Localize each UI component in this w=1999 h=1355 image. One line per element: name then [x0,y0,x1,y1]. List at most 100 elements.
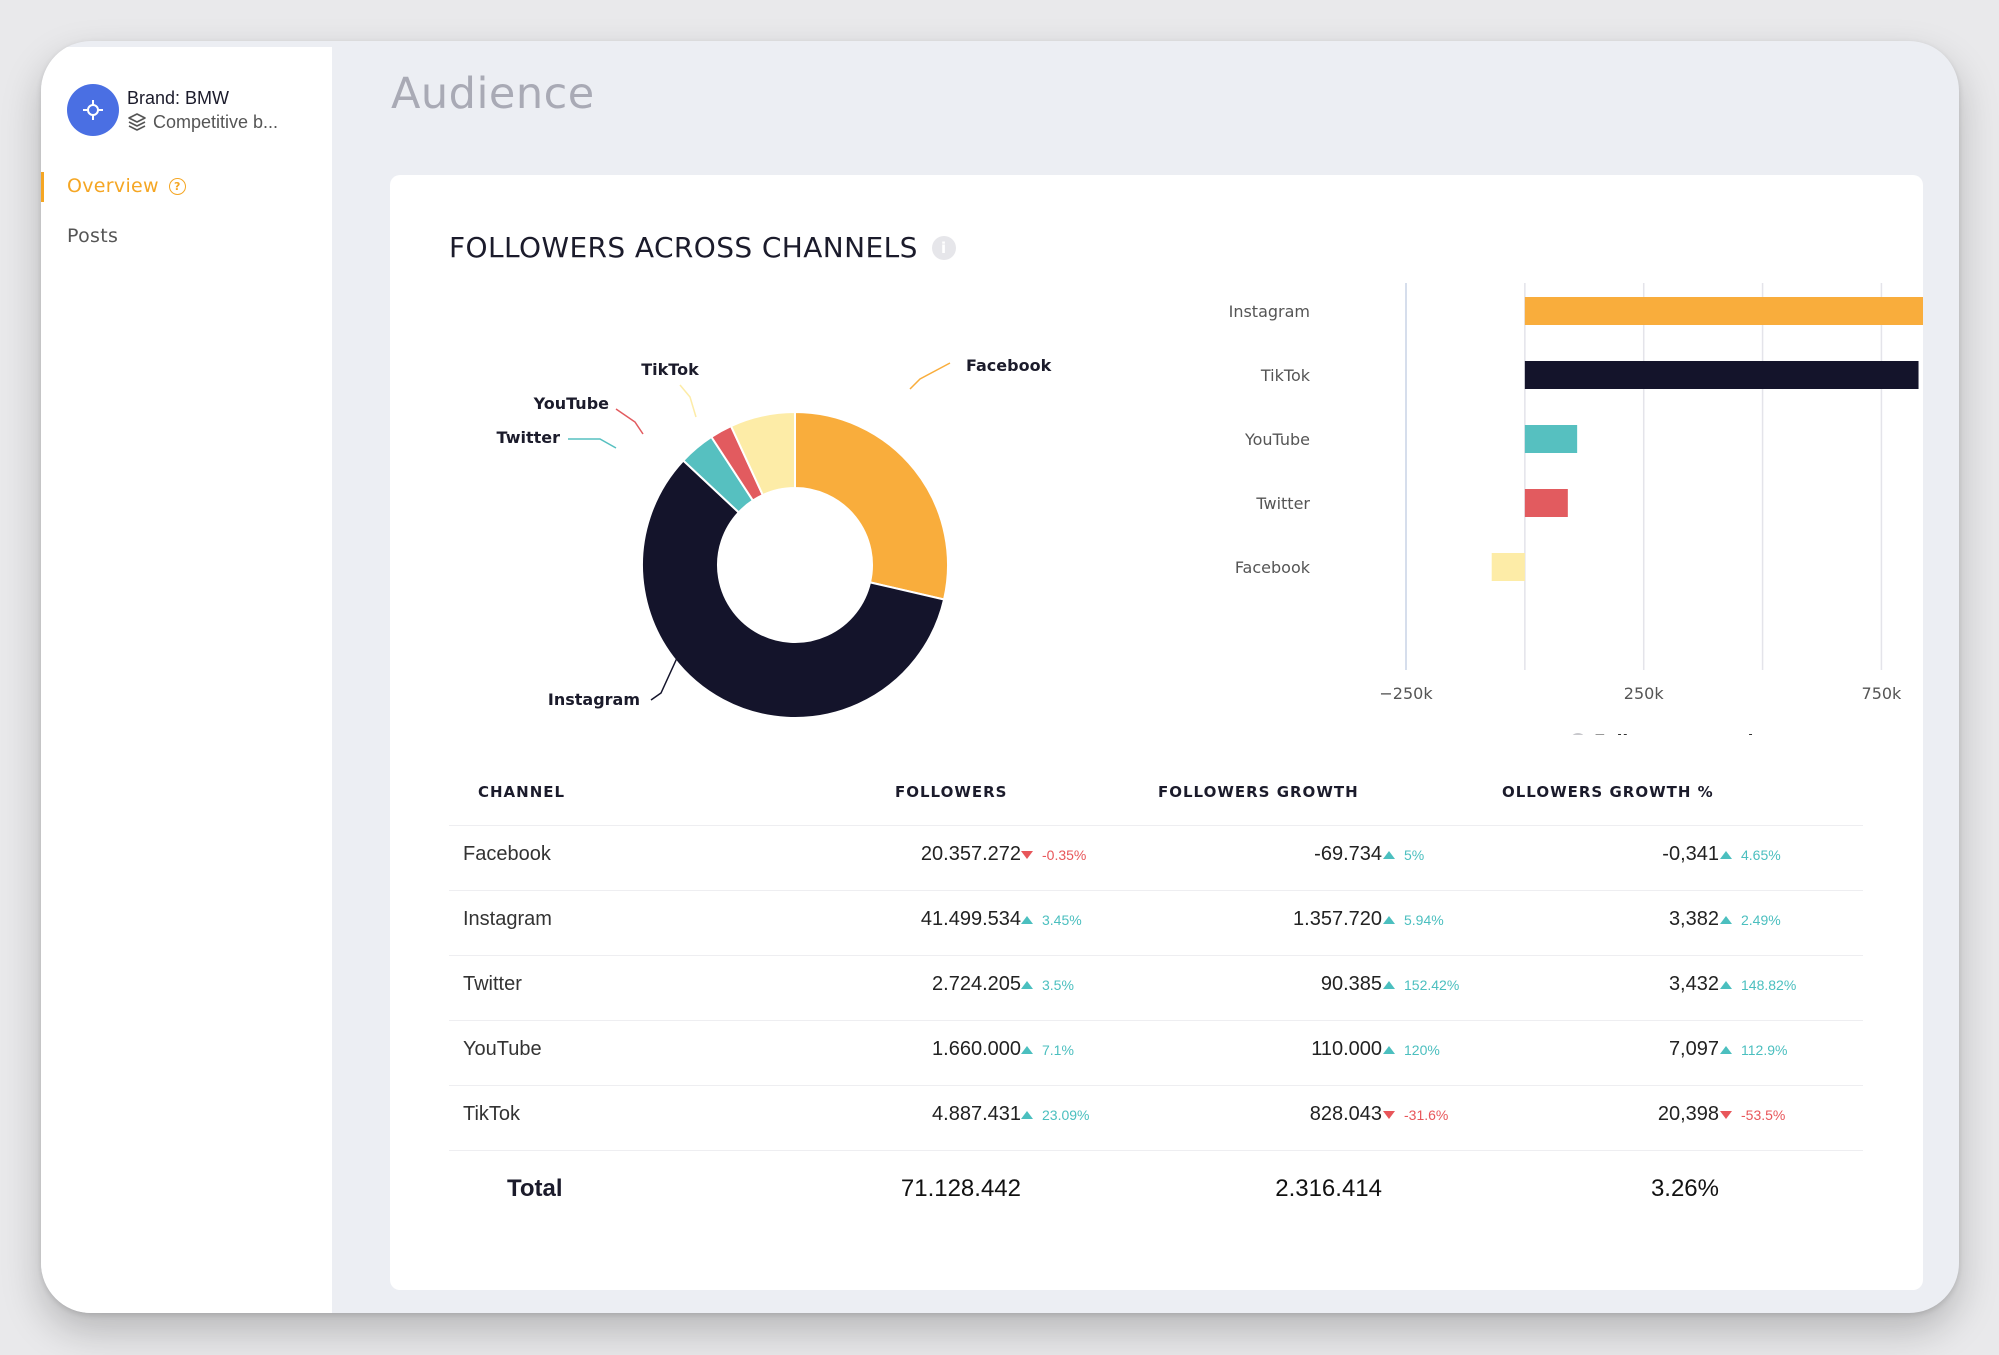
brand-switcher[interactable]: Brand: BMW Competitive b... [67,84,278,136]
help-icon[interactable]: ? [168,177,186,195]
total-followers: 71.128.442 [900,1175,1021,1202]
arrow-up-icon [1720,851,1732,859]
delta-value: 112.9% [1741,1042,1788,1058]
bar-twitter[interactable] [1524,489,1568,517]
delta-value: 4.65% [1741,847,1781,863]
table-row[interactable]: Instagram 41.499.534 3.45% 1.357.720 5.94% 3,… [449,890,1863,954]
delta-badge: 23.09% [1021,1107,1089,1123]
arrow-up-icon [1383,851,1395,859]
brand-avatar[interactable] [67,84,119,136]
legend-marker[interactable] [1570,733,1586,735]
donut-label-twitter: Twitter [497,428,561,447]
delta-badge: 152.42% [1383,977,1459,993]
sidebar-item-posts[interactable]: Posts [67,225,118,247]
delta-value: 3.5% [1042,977,1074,993]
page-title: Audience [391,69,595,119]
bar-instagram[interactable] [1524,297,1923,325]
legend-label[interactable]: Followers growth [1594,732,1760,735]
table-row[interactable]: Facebook 20.357.272 -0.35% -69.734 5% -0,341 4… [449,825,1863,889]
arrow-up-icon [1383,1046,1395,1054]
card-title-text: FOLLOWERS ACROSS CHANNELS [449,231,918,264]
donut-slice-facebook[interactable] [794,410,949,601]
target-icon [83,100,103,120]
col-header-channel[interactable]: CHANNEL [478,783,566,801]
arrow-up-icon [1021,1111,1033,1119]
delta-value: 7.1% [1042,1042,1074,1058]
sidebar-item-label: Overview [67,175,159,197]
cell-growth-pct: 3,382 [1668,908,1719,930]
cell-followers: 1.660.000 [932,1038,1021,1060]
cell-growth-pct: 7,097 [1668,1038,1719,1060]
donut-label-facebook: Facebook [966,356,1052,375]
sidebar: Brand: BMW Competitive b... Overview ? P… [41,47,332,1313]
cell-growth: 90.385 [1320,973,1382,995]
cell-channel: YouTube [463,1038,542,1060]
cell-followers: 41.499.534 [920,908,1021,930]
delta-badge: 7.1% [1021,1042,1074,1058]
delta-badge: 5.94% [1383,912,1444,928]
donut-leader-line [679,384,697,418]
cell-followers: 4.887.431 [932,1103,1021,1125]
card-title: FOLLOWERS ACROSS CHANNELS i [449,231,956,264]
sidebar-item-label: Posts [67,225,119,247]
delta-badge: 148.82% [1720,977,1796,993]
donut-leader-line [568,438,617,449]
donut-label-youtube: YouTube [533,394,610,413]
bar-facebook[interactable] [1491,553,1525,581]
table-row[interactable]: YouTube 1.660.000 7.1% 110.000 120% 7,097 112.… [449,1020,1863,1084]
app-window: Brand: BMW Competitive b... Overview ? P… [41,41,1959,1313]
brand-subtitle: Competitive b... [127,110,278,134]
table-row[interactable]: TikTok 4.887.431 23.09% 828.043 -31.6% 20,398… [449,1085,1863,1149]
arrow-up-icon [1720,1046,1732,1054]
col-header-followers[interactable]: FOLLOWERS [895,783,1008,801]
bar-tiktok[interactable] [1524,361,1919,389]
nav-active-indicator [41,172,44,202]
cell-growth: 110.000 [1311,1038,1382,1060]
delta-badge: -53.5% [1720,1107,1785,1123]
donut-label-tiktok: TikTok [641,360,699,379]
cell-growth: 828.043 [1309,1103,1382,1125]
delta-badge: 4.65% [1720,847,1781,863]
total-label: Total [507,1175,563,1202]
donut-slice-tiktok[interactable] [729,410,796,497]
bar-category-label: Twitter [1255,494,1310,513]
table-row[interactable]: Twitter 2.724.205 3.5% 90.385 152.42% 3,432 14… [449,955,1863,1019]
arrow-up-icon [1021,916,1033,924]
cell-channel: Twitter [463,973,522,995]
delta-badge: 112.9% [1720,1042,1787,1058]
arrow-up-icon [1383,916,1395,924]
delta-value: 5% [1404,847,1425,863]
delta-badge: 5% [1383,847,1424,863]
col-header-followers-growth-pct[interactable]: OLLOWERS GROWTH % [1502,783,1714,801]
cell-growth: 1.357.720 [1293,908,1382,930]
delta-value: 120% [1404,1042,1440,1058]
col-header-followers-growth[interactable]: FOLLOWERS GROWTH [1158,783,1359,801]
cell-growth-pct: 20,398 [1657,1103,1719,1125]
sidebar-item-overview[interactable]: Overview ? [67,175,186,197]
arrow-up-icon [1720,981,1732,989]
bar-youtube[interactable] [1524,425,1578,453]
cell-growth-pct: 3,432 [1668,973,1719,995]
donut-leader-line [909,362,951,390]
bar-category-label: Instagram [1229,302,1310,321]
delta-badge: -0.35% [1021,847,1086,863]
info-icon[interactable]: i [931,235,956,260]
delta-badge: 3.5% [1021,977,1074,993]
delta-value: -31.6% [1404,1107,1449,1123]
brand-name: Brand: BMW [127,88,230,108]
followers-growth-bar-chart: Instagram TikTok YouTube Twitter Facebook −25… [1229,283,1923,735]
arrow-down-icon [1021,851,1033,859]
delta-badge: 2.49% [1720,912,1781,928]
delta-badge: 3.45% [1021,912,1082,928]
x-tick-label: −250k [1379,684,1433,703]
delta-value: -0.35% [1042,847,1087,863]
donut-slice-instagram[interactable] [641,459,946,719]
delta-value: 148.82% [1741,977,1797,993]
cell-channel: Instagram [463,908,552,930]
cell-followers: 20.357.272 [920,843,1021,865]
followers-card: FOLLOWERS ACROSS CHANNELS i Facebook Inst… [390,175,1923,1290]
donut-leader-line [615,408,644,435]
delta-value: -53.5% [1741,1107,1786,1123]
cell-followers: 2.724.205 [932,973,1021,995]
cell-channel: Facebook [463,843,551,865]
